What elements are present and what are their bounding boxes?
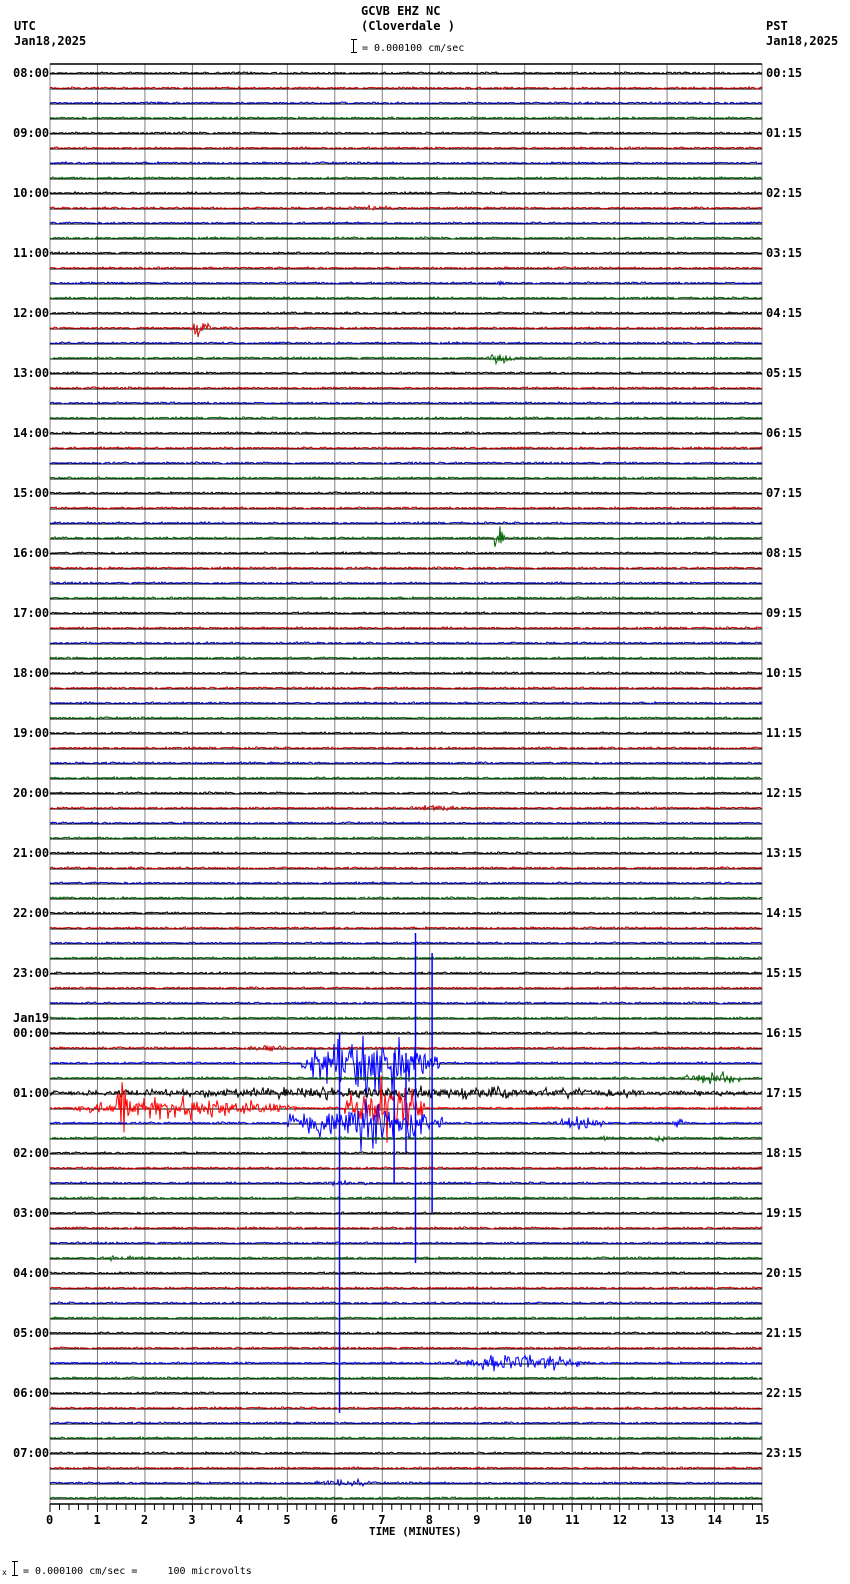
x-tick-label: 1: [93, 1513, 101, 1527]
pst-time-label: 23:15: [766, 1446, 803, 1460]
utc-time-label: 17:00: [13, 606, 50, 620]
x-tick-label: 12: [612, 1513, 628, 1527]
scale-bar-icon: [351, 39, 360, 53]
utc-time-label: 09:00: [13, 126, 50, 140]
pst-time-label: 02:15: [766, 186, 803, 200]
utc-time-label: 12:00: [13, 306, 50, 320]
pst-time-label: 18:15: [766, 1146, 803, 1160]
x-tick-label: 13: [660, 1513, 675, 1527]
x-tick-label: 11: [565, 1513, 580, 1527]
pst-time-label: 20:15: [766, 1266, 803, 1280]
station-location: (Cloverdale ): [361, 19, 455, 33]
utc-time-label: 13:00: [13, 366, 50, 380]
footer-scale-label: = 0.000100 cm/sec = 100 microvolts: [23, 1566, 252, 1577]
pst-time-label: 12:15: [766, 786, 803, 800]
utc-time-label: 08:00: [13, 66, 50, 80]
pst-time-label: 03:15: [766, 246, 803, 260]
pst-time-label: 14:15: [766, 906, 803, 920]
utc-time-label: 11:00: [13, 246, 50, 260]
x-tick-label: 6: [330, 1513, 339, 1527]
utc-time-label: 22:00: [13, 906, 50, 920]
pst-time-label: 15:15: [766, 966, 803, 980]
x-axis-title: TIME (MINUTES): [369, 1525, 462, 1538]
pst-time-label: 11:15: [766, 726, 803, 740]
utc-time-label: 04:00: [13, 1266, 50, 1280]
utc-time-label: 18:00: [13, 666, 50, 680]
utc-time-label: 01:00: [13, 1086, 50, 1100]
right-date: Jan18,2025: [766, 34, 839, 48]
station-title: GCVB EHZ NC: [361, 4, 441, 18]
utc-time-label: 20:00: [13, 786, 50, 800]
x-tick-label: 14: [707, 1513, 722, 1527]
pst-time-label: 05:15: [766, 366, 803, 380]
utc-time-label: 16:00: [13, 546, 50, 560]
pst-time-label: 21:15: [766, 1326, 803, 1340]
left-timezone: UTC: [14, 19, 36, 33]
utc-time-label: 21:00: [13, 846, 50, 860]
right-timezone: PST: [766, 19, 788, 33]
pst-time-label: 09:15: [766, 606, 803, 620]
utc-time-label: 05:00: [13, 1326, 50, 1340]
x-tick-label: 2: [140, 1513, 149, 1527]
utc-time-label: 10:00: [13, 186, 50, 200]
x-tick-label: 0: [46, 1513, 54, 1527]
pst-time-label: 22:15: [766, 1386, 803, 1400]
scale-label: = 0.000100 cm/sec: [362, 43, 465, 54]
utc-time-label: 14:00: [13, 426, 50, 440]
x-tick-label: 15: [755, 1513, 770, 1527]
utc-time-label: 02:00: [13, 1146, 50, 1160]
pst-time-label: 00:15: [766, 66, 803, 80]
pst-time-label: 10:15: [766, 666, 803, 680]
pst-time-label: 01:15: [766, 126, 803, 140]
pst-time-label: 04:15: [766, 306, 803, 320]
pst-time-label: 16:15: [766, 1026, 803, 1040]
x-tick-label: 5: [283, 1513, 291, 1527]
utc-time-label: 06:00: [13, 1386, 50, 1400]
pst-time-label: 13:15: [766, 846, 803, 860]
utc-time-label: 07:00: [13, 1446, 50, 1460]
utc-time-label: 19:00: [13, 726, 50, 740]
utc-time-label: 00:00: [13, 1026, 50, 1040]
x-tick-label: 10: [517, 1513, 533, 1527]
footer-prefix: x: [2, 1568, 7, 1577]
x-tick-label: 9: [473, 1513, 481, 1527]
pst-time-label: 17:15: [766, 1086, 803, 1100]
utc-time-label: 23:00: [13, 966, 50, 980]
left-date: Jan18,2025: [14, 34, 87, 48]
pst-time-label: 06:15: [766, 426, 803, 440]
x-tick-label: 4: [235, 1513, 244, 1527]
x-tick-label: 7: [378, 1513, 386, 1527]
pst-time-label: 07:15: [766, 486, 803, 500]
x-tick-label: 3: [188, 1513, 196, 1527]
pst-time-label: 19:15: [766, 1206, 803, 1220]
pst-time-label: 08:15: [766, 546, 803, 560]
x-tick-label: 8: [425, 1513, 433, 1527]
footer-scale-bar-icon: [12, 1561, 21, 1576]
date-change-label: Jan19: [13, 1011, 50, 1025]
utc-time-label: 03:00: [13, 1206, 50, 1220]
utc-time-label: 15:00: [13, 486, 50, 500]
